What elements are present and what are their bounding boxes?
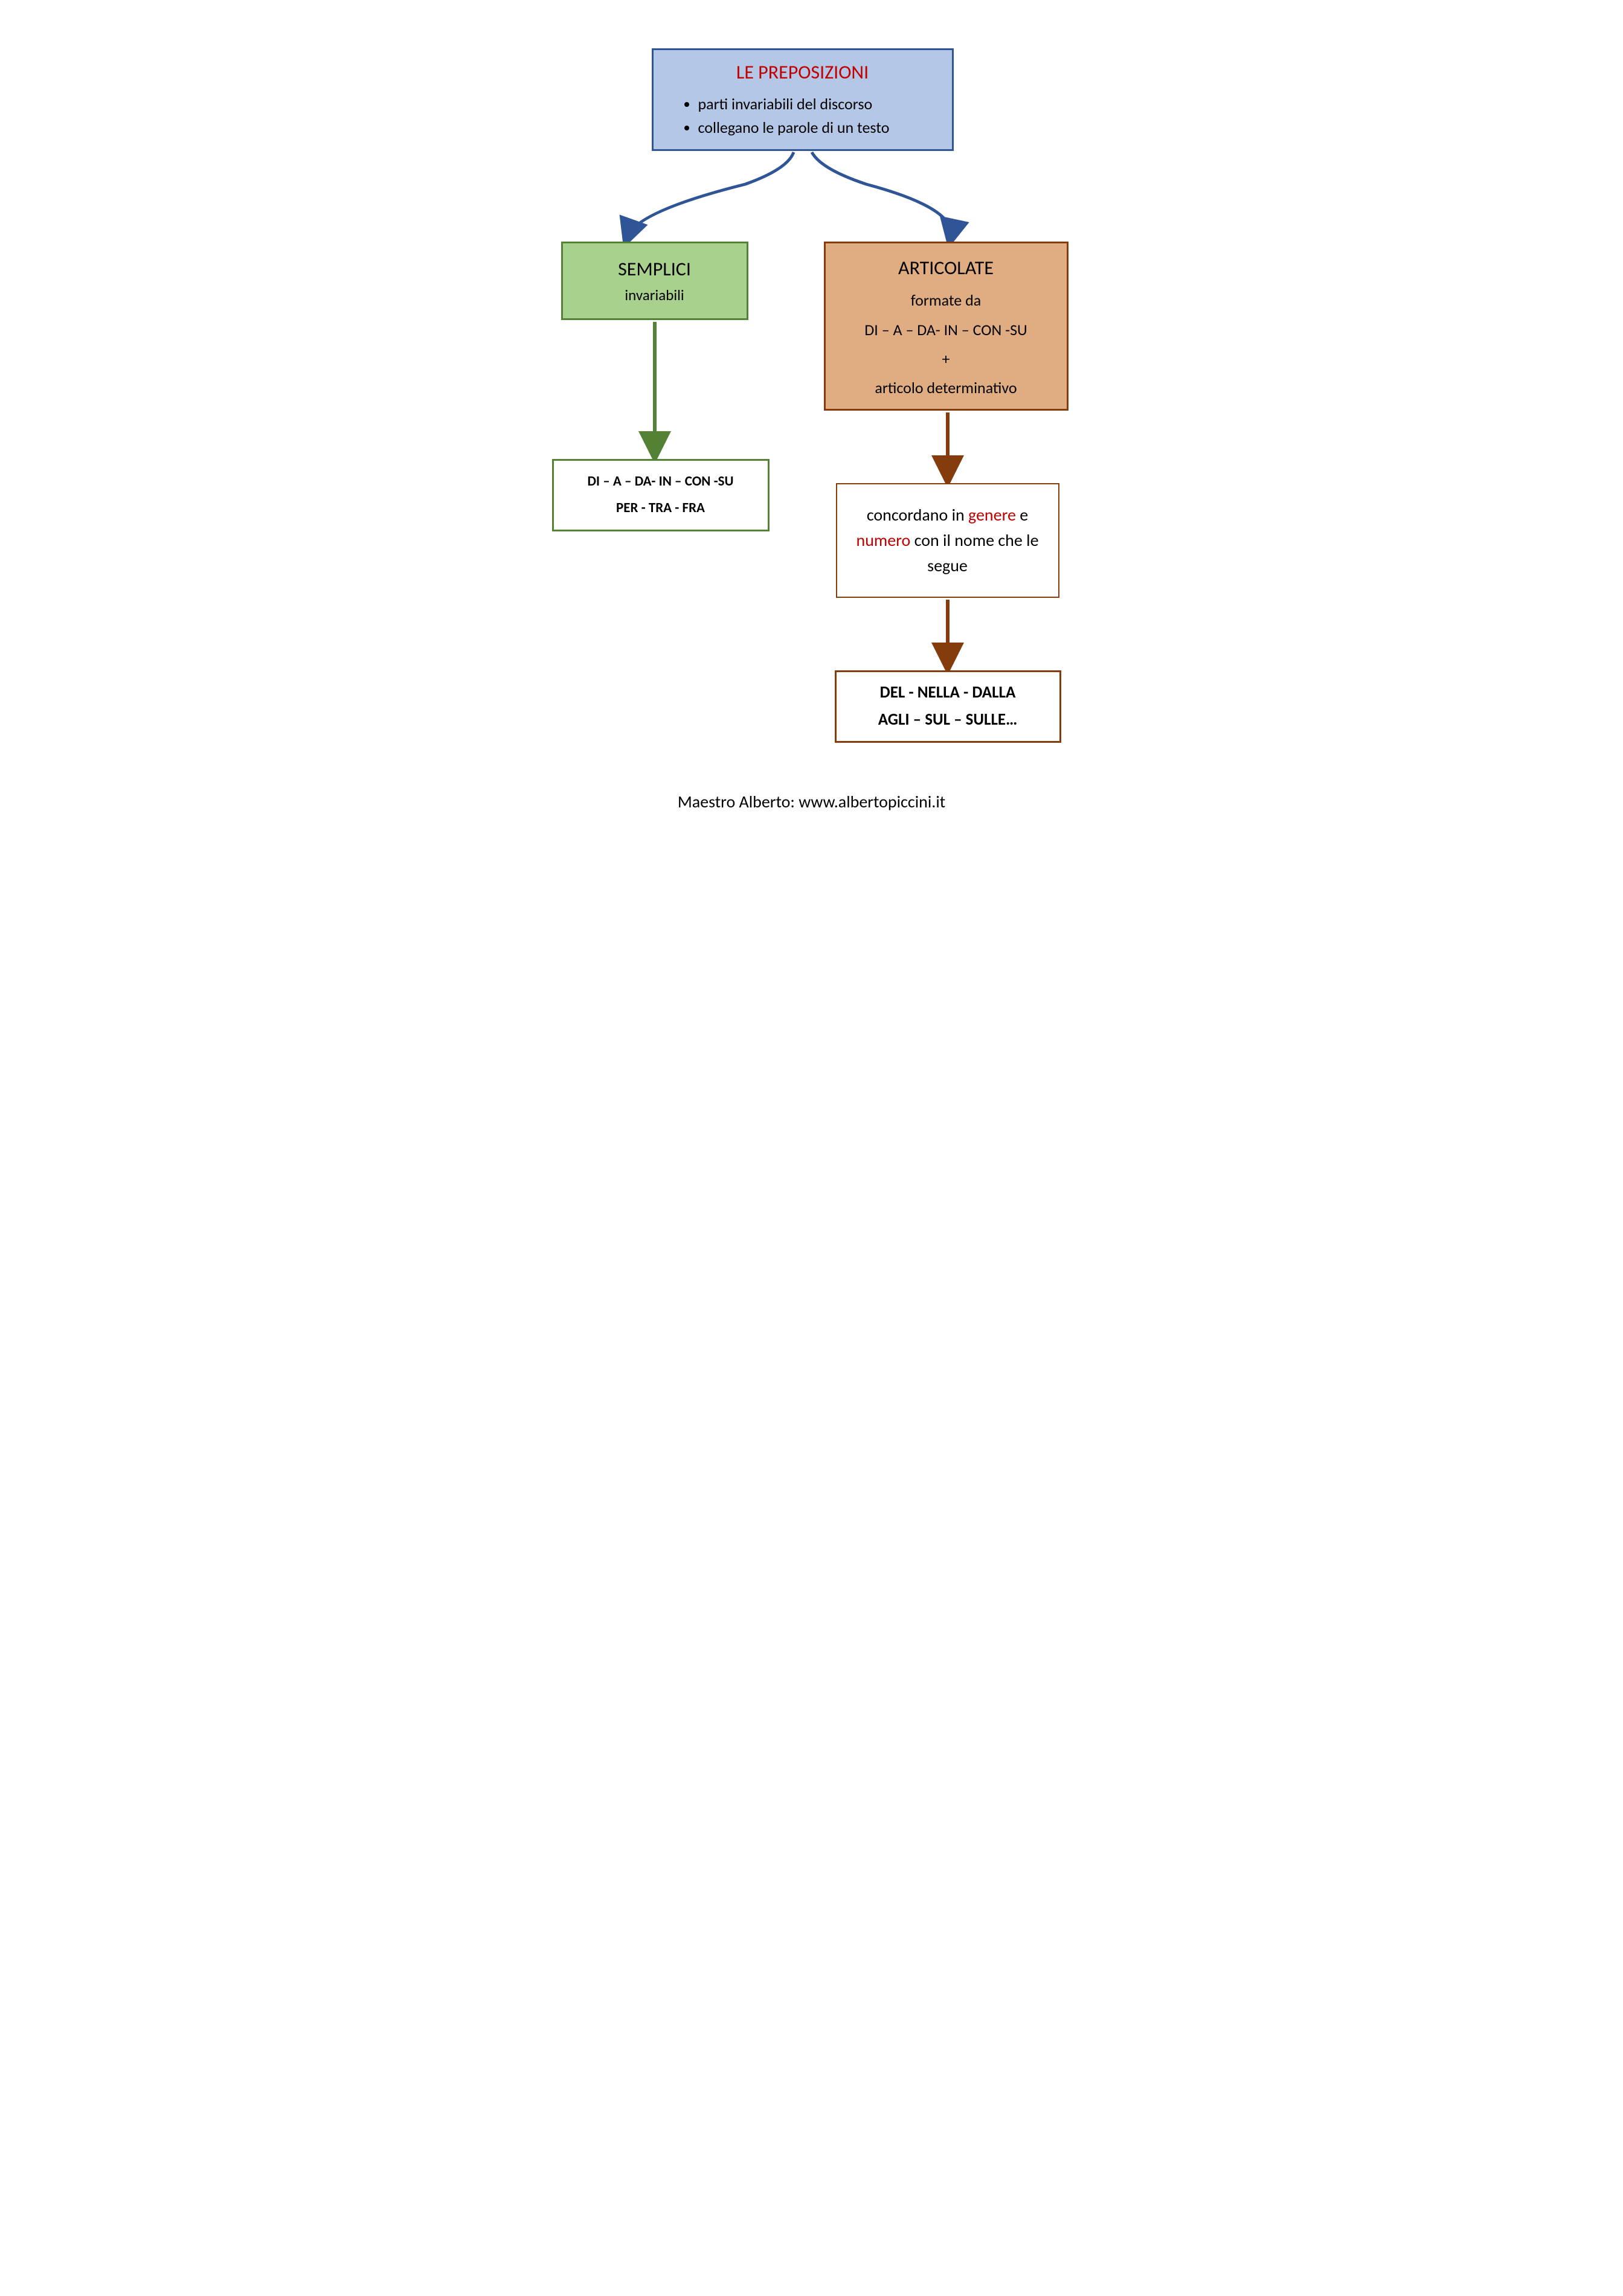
concordano-numero: numero — [856, 530, 911, 551]
semplici-sub: invariabili — [625, 286, 684, 304]
preposizioni-flowchart: LE PREPOSIZIONI parti invariabili del di… — [534, 48, 1090, 833]
node-articolate: ARTICOLATE formate da DI – A – DA- IN – … — [824, 242, 1069, 411]
concordano-e: e — [1016, 504, 1028, 525]
final-line2: AGLI – SUL – SULLE… — [878, 707, 1018, 734]
articolate-line1: formate da — [911, 286, 982, 315]
top-bullet-1: parti invariabili del discorso — [698, 92, 890, 116]
node-concordano: concordano in genere e numero con il nom… — [836, 483, 1059, 598]
node-semplici: SEMPLICI invariabili — [561, 242, 748, 320]
concordano-text: concordano in genere e numero con il nom… — [844, 502, 1051, 579]
concordano-part2: con il nome che le segue — [910, 530, 1038, 576]
articolate-line3: + — [942, 344, 950, 373]
semplici-result-line1: DI – A – DA- IN – CON -SU — [587, 469, 733, 495]
top-title: LE PREPOSIZIONI — [668, 60, 937, 84]
semplici-result-line2: PER - TRA - FRA — [616, 495, 705, 522]
top-bullets: parti invariabili del discorso collegano… — [668, 92, 890, 139]
node-final: DEL - NELLA - DALLA AGLI – SUL – SULLE… — [835, 670, 1061, 743]
footer-credit: Maestro Alberto: www.albertopiccini.it — [534, 791, 1090, 812]
node-semplici-result: DI – A – DA- IN – CON -SU PER - TRA - FR… — [552, 459, 770, 531]
final-line1: DEL - NELLA - DALLA — [880, 679, 1016, 707]
articolate-line2: DI – A – DA- IN – CON -SU — [864, 315, 1027, 344]
node-top: LE PREPOSIZIONI parti invariabili del di… — [652, 48, 954, 151]
concordano-part1: concordano in — [867, 504, 968, 525]
articolate-line4: articolo determinativo — [875, 373, 1017, 402]
semplici-title: SEMPLICI — [618, 257, 691, 281]
articolate-title: ARTICOLATE — [898, 250, 994, 286]
top-bullet-2: collegano le parole di un testo — [698, 116, 890, 139]
concordano-genere: genere — [968, 504, 1016, 525]
connector-lines — [534, 48, 1090, 773]
